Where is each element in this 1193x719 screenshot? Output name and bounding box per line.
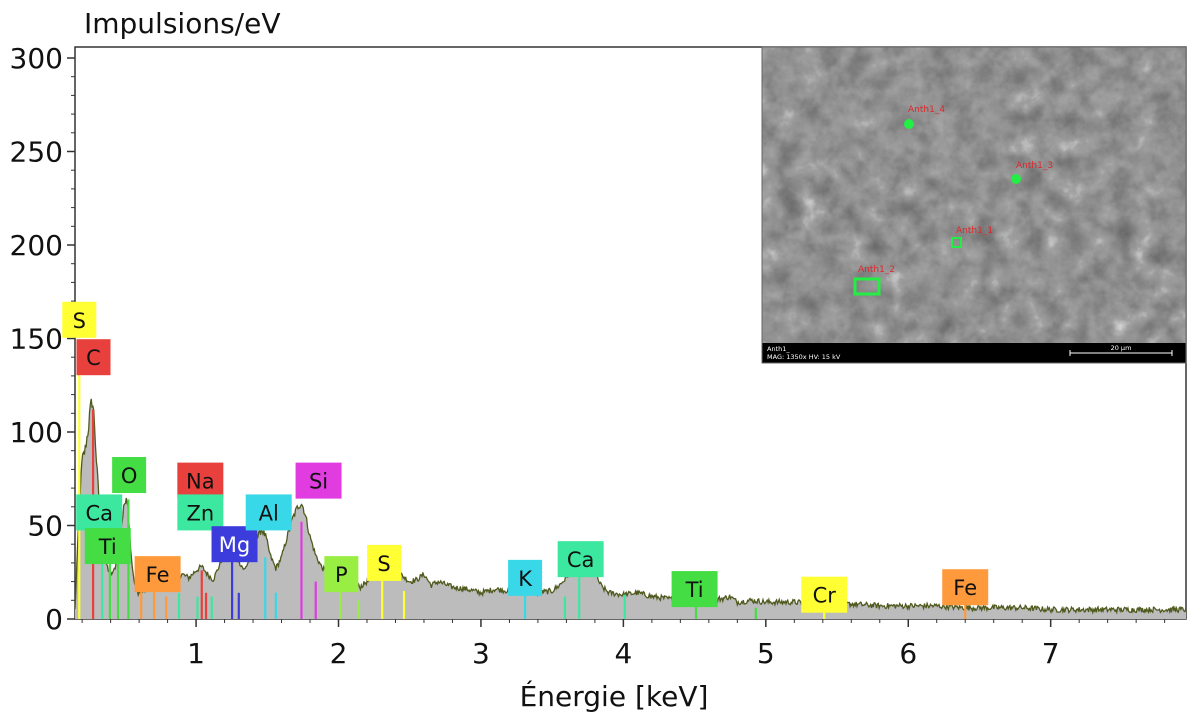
region-label: Anth1_1 bbox=[956, 226, 993, 236]
element-label-p: P bbox=[324, 556, 359, 593]
element-label-s: S bbox=[62, 301, 97, 338]
x-axis-title: Énergie [keV] bbox=[520, 679, 709, 713]
element-label-box bbox=[84, 528, 131, 565]
spectrum-outline bbox=[74, 398, 1187, 615]
element-label-al: Al bbox=[245, 494, 292, 531]
element-label-box bbox=[76, 494, 123, 531]
element-label-text: S bbox=[73, 309, 86, 333]
y-tick-label: 50 bbox=[27, 510, 63, 543]
element-label-text: Si bbox=[309, 470, 328, 494]
region-marker bbox=[904, 119, 914, 129]
element-label-c: C bbox=[76, 339, 111, 376]
element-label-text: Fe bbox=[146, 563, 170, 587]
element-label-text: Mg bbox=[219, 533, 250, 557]
element-label-box bbox=[134, 556, 181, 593]
y-tick-label: 0 bbox=[45, 603, 63, 636]
element-label-ca: Ca bbox=[76, 494, 123, 531]
x-tick-label: 4 bbox=[614, 637, 632, 670]
y-tick-label: 150 bbox=[10, 323, 63, 356]
element-label-ca: Ca bbox=[557, 541, 604, 578]
element-label-box bbox=[245, 494, 292, 531]
element-label-fe: Fe bbox=[942, 569, 989, 606]
sem-caption-name: Anth1_ bbox=[767, 345, 790, 353]
element-label-text: P bbox=[335, 563, 348, 587]
sem-info-bar bbox=[762, 343, 1186, 363]
element-label-box bbox=[367, 544, 402, 581]
region-label: Anth1_2 bbox=[858, 265, 895, 275]
element-label-box bbox=[324, 556, 359, 593]
element-label-text: Ca bbox=[85, 501, 113, 525]
x-tick-label: 7 bbox=[1042, 637, 1060, 670]
spectrum-area bbox=[75, 398, 1186, 619]
element-label-k: K bbox=[508, 559, 543, 596]
sem-border bbox=[761, 46, 1187, 364]
element-label-box bbox=[295, 462, 342, 499]
element-label-box bbox=[942, 569, 989, 606]
element-label-box bbox=[177, 462, 224, 499]
region-marker bbox=[1011, 174, 1021, 184]
element-label-text: Al bbox=[259, 501, 279, 525]
element-label-box bbox=[112, 457, 147, 494]
analysis-regions: Anth1_4 Anth1_3 Anth1_1 Anth1_2 bbox=[853, 105, 1053, 296]
x-axis-ticks: 1 2 3 4 5 6 7 bbox=[81, 619, 1166, 670]
element-label-na: Na bbox=[177, 462, 224, 499]
region-marker bbox=[951, 237, 962, 248]
element-label-text: Ca bbox=[567, 548, 595, 572]
x-tick-label: 2 bbox=[330, 637, 348, 670]
element-label-cr: Cr bbox=[801, 576, 848, 613]
element-label-text: Fe bbox=[953, 576, 977, 600]
region-label: Anth1_3 bbox=[1016, 161, 1053, 171]
sem-micrograph bbox=[762, 47, 1186, 343]
element-label-text: O bbox=[121, 464, 138, 488]
element-label-box bbox=[671, 571, 718, 608]
element-label-text: Na bbox=[186, 470, 215, 494]
sem-image-inset: Anth1_ MAG: 1350x HV: 15 kV 20 µm Anth1_… bbox=[761, 46, 1187, 364]
element-label-box bbox=[508, 559, 543, 596]
y-axis-ticks: 0 50 100 150 200 250 300 bbox=[10, 42, 75, 636]
x-tick-label: 6 bbox=[899, 637, 917, 670]
element-label-box bbox=[801, 576, 848, 613]
region-marker bbox=[853, 277, 881, 296]
element-label-zn: Zn bbox=[177, 494, 224, 531]
element-label-si: Si bbox=[295, 462, 342, 499]
element-label-box bbox=[177, 494, 224, 531]
element-label-box bbox=[557, 541, 604, 578]
element-label-text: S bbox=[377, 552, 390, 576]
element-label-ti: Ti bbox=[84, 528, 131, 565]
y-tick-label: 300 bbox=[10, 42, 63, 75]
y-axis-title: Impulsions/eV bbox=[84, 7, 280, 40]
element-label-fe: Fe bbox=[134, 556, 181, 593]
sem-caption-params: MAG: 1350x HV: 15 kV bbox=[767, 353, 841, 361]
element-label-text: K bbox=[518, 567, 533, 591]
element-label-s: S bbox=[367, 544, 402, 581]
element-label-text: Zn bbox=[186, 501, 214, 525]
region-label: Anth1_4 bbox=[908, 105, 945, 115]
element-label-text: Ti bbox=[98, 535, 117, 559]
element-label-box bbox=[76, 339, 111, 376]
y-tick-label: 100 bbox=[10, 416, 63, 449]
element-label-mg: Mg bbox=[211, 526, 258, 563]
x-tick-label: 5 bbox=[757, 637, 775, 670]
sem-scale-label: 20 µm bbox=[1111, 344, 1132, 352]
element-label-text: Ti bbox=[685, 578, 704, 602]
element-label-ti: Ti bbox=[671, 571, 718, 608]
x-tick-label: 3 bbox=[472, 637, 490, 670]
element-label-o: O bbox=[112, 457, 147, 494]
element-label-box bbox=[62, 301, 97, 338]
y-tick-label: 250 bbox=[10, 136, 63, 169]
x-tick-label: 1 bbox=[187, 637, 205, 670]
element-label-text: Cr bbox=[813, 584, 837, 608]
element-label-box bbox=[211, 526, 258, 563]
element-label-text: C bbox=[86, 346, 101, 370]
y-tick-label: 200 bbox=[10, 229, 63, 262]
